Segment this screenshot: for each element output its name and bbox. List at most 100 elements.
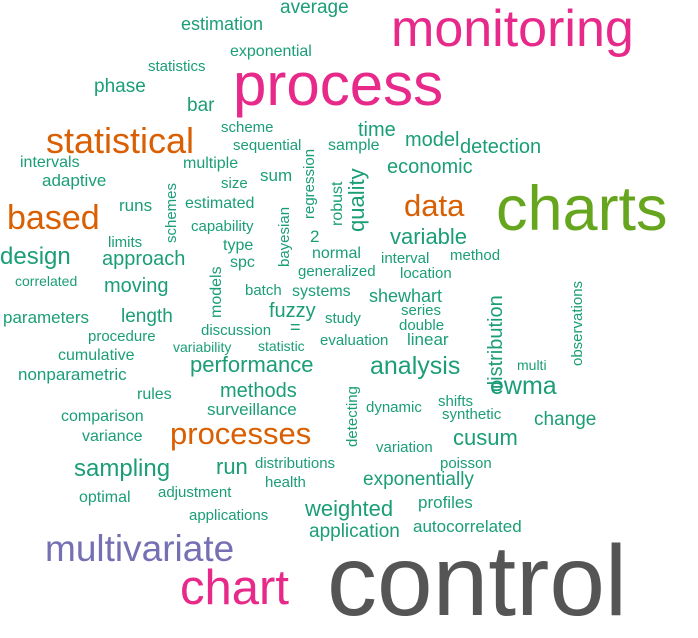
word-sample: sample bbox=[328, 137, 380, 154]
word-control: control bbox=[327, 525, 628, 637]
word-health: health bbox=[265, 474, 306, 491]
word-weighted: weighted bbox=[305, 496, 394, 521]
word-limits: limits bbox=[108, 234, 143, 251]
word-parameters: parameters bbox=[3, 308, 89, 327]
word-scheme: scheme bbox=[221, 119, 274, 136]
word-distribution: distribution bbox=[485, 295, 507, 392]
word-dynamic: dynamic bbox=[366, 399, 422, 416]
word-series: series bbox=[401, 302, 442, 319]
word-bar: bar bbox=[187, 95, 215, 116]
word-linear: linear bbox=[407, 330, 449, 349]
word-correlated: correlated bbox=[15, 273, 78, 289]
word-comparison: comparison bbox=[61, 408, 144, 425]
word-design: design bbox=[0, 243, 71, 270]
word-economic: economic bbox=[387, 156, 473, 178]
word-charts: charts bbox=[496, 174, 668, 244]
word-processes: processes bbox=[170, 416, 312, 451]
word-performance: performance bbox=[190, 352, 314, 377]
word-runs: runs bbox=[119, 196, 153, 215]
word-run: run bbox=[216, 454, 248, 479]
word-applications: applications bbox=[189, 507, 269, 524]
word-data: data bbox=[404, 188, 465, 223]
word-surveillance: surveillance bbox=[207, 400, 297, 419]
word-rules: rules bbox=[137, 386, 172, 403]
word-detection: detection bbox=[460, 136, 542, 158]
word-method: method bbox=[450, 247, 501, 264]
word-detecting: detecting bbox=[344, 386, 361, 447]
word-models: models bbox=[208, 266, 225, 318]
word-variable: variable bbox=[390, 224, 468, 249]
word-statistical: statistical bbox=[46, 120, 195, 161]
word-approach: approach bbox=[102, 248, 186, 270]
word-length: length bbox=[121, 306, 173, 327]
word-shewhart: shewhart bbox=[369, 286, 443, 306]
word-optimal: optimal bbox=[79, 489, 131, 506]
word-sampling: sampling bbox=[74, 455, 171, 482]
word-exponential: exponential bbox=[230, 43, 312, 60]
word-multiple: multiple bbox=[183, 155, 239, 172]
word-monitoring: monitoring bbox=[391, 0, 634, 58]
word-phase: phase bbox=[94, 76, 146, 97]
word-analysis: analysis bbox=[370, 352, 461, 380]
word-discussion: discussion bbox=[201, 322, 272, 339]
word-type: type bbox=[223, 237, 254, 254]
word-process: process bbox=[233, 51, 444, 118]
word-variance: variance bbox=[82, 428, 143, 445]
word-observations: observations bbox=[569, 280, 586, 366]
word-schemes: schemes bbox=[163, 182, 180, 243]
word-equals: = bbox=[290, 317, 301, 337]
word-normal: normal bbox=[312, 245, 361, 262]
word-variability: variability bbox=[173, 339, 232, 355]
word-multivariate: multivariate bbox=[45, 528, 235, 569]
word-average: average bbox=[280, 0, 349, 18]
word-2: 2 bbox=[310, 227, 320, 246]
word-regression: regression bbox=[301, 148, 318, 219]
word-statistics: statistics bbox=[148, 58, 206, 75]
word-chart: chart bbox=[180, 561, 289, 615]
word-size: size bbox=[221, 175, 248, 192]
word-adaptive: adaptive bbox=[42, 171, 107, 190]
word-based: based bbox=[7, 199, 100, 237]
word-intervals: intervals bbox=[20, 154, 80, 171]
word-sequential: sequential bbox=[233, 137, 302, 154]
word-application: application bbox=[309, 521, 400, 542]
word-generalized: generalized bbox=[298, 263, 376, 280]
word-capability: capability bbox=[191, 218, 254, 235]
word-procedure: procedure bbox=[88, 328, 156, 345]
word-moving: moving bbox=[104, 275, 169, 297]
word-variation: variation bbox=[376, 439, 433, 456]
word-poisson: poisson bbox=[440, 455, 492, 472]
word-fuzzy: fuzzy bbox=[269, 300, 316, 322]
word-interval: interval bbox=[381, 250, 430, 267]
word-evaluation: evaluation bbox=[320, 332, 389, 349]
word-multi: multi bbox=[517, 357, 547, 373]
word-study: study bbox=[325, 310, 361, 327]
word-location: location bbox=[400, 265, 452, 282]
word-exponentially: exponentially bbox=[363, 469, 474, 490]
word-profiles: profiles bbox=[418, 493, 473, 512]
word-time: time bbox=[358, 119, 396, 141]
word-cumulative: cumulative bbox=[58, 347, 135, 364]
word-batch: batch bbox=[245, 282, 282, 299]
word-ewma: ewma bbox=[490, 372, 557, 400]
word-estimated: estimated bbox=[185, 195, 255, 212]
word-systems: systems bbox=[292, 283, 351, 300]
word-methods: methods bbox=[220, 380, 297, 402]
word-shifts: shifts bbox=[438, 393, 474, 410]
word-robust: robust bbox=[329, 181, 346, 226]
word-adjustment: adjustment bbox=[158, 484, 232, 501]
word-bayesian: bayesian bbox=[276, 206, 293, 267]
word-sum: sum bbox=[260, 166, 293, 185]
word-quality: quality bbox=[344, 168, 369, 232]
word-distributions: distributions bbox=[255, 455, 336, 472]
word-autocorrelated: autocorrelated bbox=[413, 517, 522, 536]
word-nonparametric: nonparametric bbox=[18, 365, 127, 384]
word-estimation: estimation bbox=[181, 14, 264, 34]
word-spc: spc bbox=[230, 254, 255, 271]
word-cusum: cusum bbox=[453, 425, 518, 450]
word-statistic: statistic bbox=[258, 338, 305, 354]
word-synthetic: synthetic bbox=[442, 406, 502, 423]
word-change: change bbox=[534, 409, 597, 430]
word-model: model bbox=[405, 129, 460, 151]
